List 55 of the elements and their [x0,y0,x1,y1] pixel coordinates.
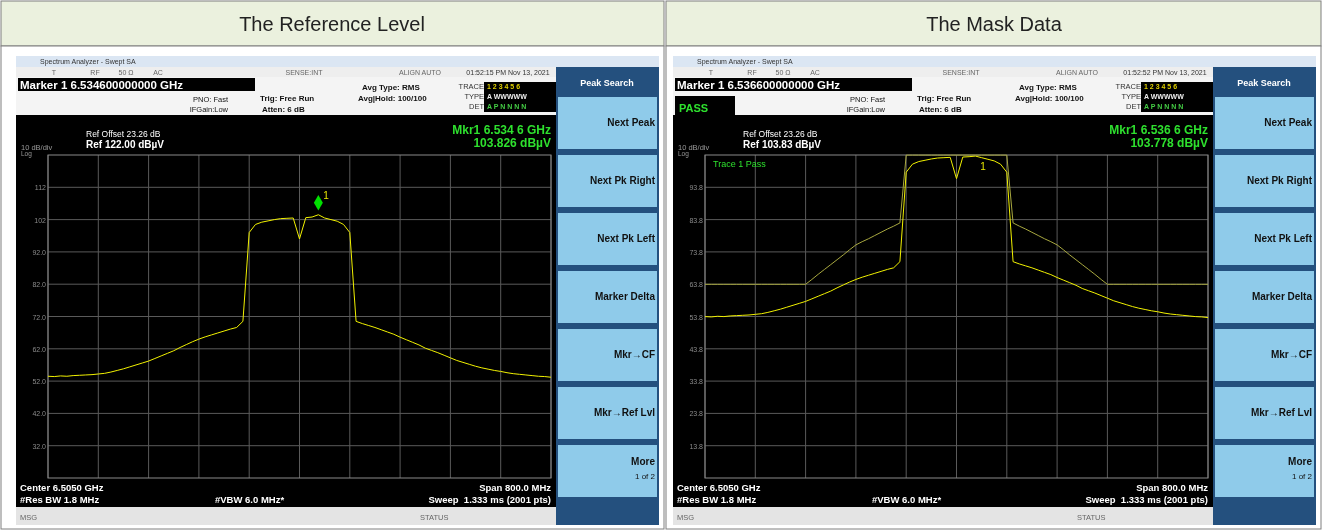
text: Span 800.0 MHz [1136,482,1209,493]
text: Ref Offset 23.26 dB [743,129,818,139]
text: Marker Delta [1251,291,1313,302]
text: Ref 122.00 dBµV [86,139,165,150]
text: Mkr→Ref Lvl [1250,407,1313,418]
text: Mkr1 6.534 6 GHz [452,123,551,137]
text: Mkr1 6.536 6 GHz [1109,123,1208,137]
chart-title: The Mask Data [926,13,1063,35]
text: #Res BW 1.8 MHz [20,494,100,505]
text: Atten: 6 dB [262,105,305,114]
text: Trig: Free Run [260,94,315,103]
line-series [704,154,1209,285]
text: Ref Offset 23.26 dB [86,129,161,139]
text: 103.778 dBµV [1130,136,1208,150]
text: Marker 1 6.536600000000 GHz [677,79,841,91]
text: Peak Search [580,78,634,88]
text: #Res BW 1.8 MHz [677,494,757,505]
text: More [631,456,656,467]
text: Avg|Hold: 100/100 [1015,94,1085,103]
text: Next Peak [607,117,656,128]
text: Next Pk Left [597,233,656,244]
annotation: 1 [980,161,987,173]
text: More [1288,456,1313,467]
text: Ref 103.83 dBµV [743,139,822,150]
text: Trig: Free Run [917,94,972,103]
text: 1 of 2 [634,472,656,481]
text: 103.826 dBµV [473,136,551,150]
text: Next Pk Right [589,175,656,186]
line-series [47,214,552,378]
annotation: 1 [323,189,330,201]
text: Mkr→Ref Lvl [593,407,656,418]
text: Avg|Hold: 100/100 [358,94,428,103]
text: Mkr→CF [1270,349,1312,360]
text: #VBW 6.0 MHz* [872,494,942,505]
text: Avg Type: RMS [1019,83,1078,92]
chart-title: The Reference Level [239,13,425,35]
text: Sweep 1.333 ms (2001 pts) [428,494,551,505]
text: 1 of 2 [1291,472,1313,481]
text: Center 6.5050 GHz [677,482,761,493]
text: Next Peak [1264,117,1313,128]
text: Center 6.5050 GHz [20,482,104,493]
text: Span 800.0 MHz [479,482,552,493]
text: Avg Type: RMS [362,83,421,92]
text: Sweep 1.333 ms (2001 pts) [1085,494,1208,505]
text: Peak Search [1237,78,1291,88]
text: PASS [679,102,709,114]
text: Marker Delta [594,291,656,302]
text: Next Pk Left [1254,233,1313,244]
line-series [704,155,1209,319]
text: Atten: 6 dB [919,105,962,114]
annotation: Trace 1 Pass [713,159,767,169]
text: Next Pk Right [1246,175,1313,186]
text: Mkr→CF [613,349,655,360]
text: #VBW 6.0 MHz* [215,494,285,505]
text: Marker 1 6.534600000000 GHz [20,79,184,91]
